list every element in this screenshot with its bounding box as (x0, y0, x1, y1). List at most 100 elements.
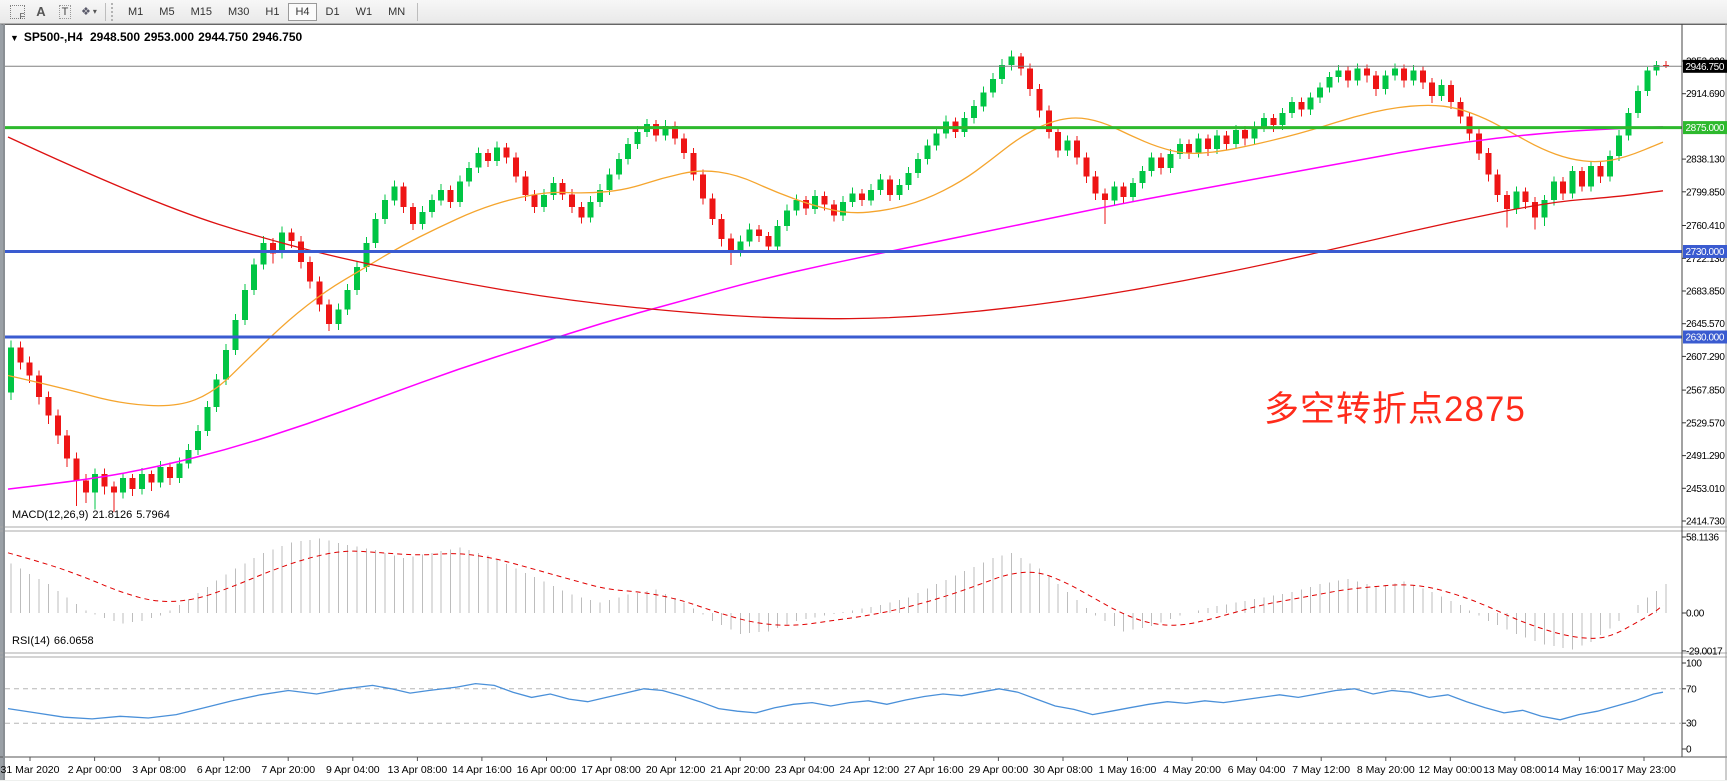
svg-text:2946.750: 2946.750 (1686, 62, 1725, 73)
price-tick-label: 2760.410 (1686, 221, 1725, 232)
timeframe-button-group: M1 M5 M15 M30 H1 H4 D1 W1 MN (120, 2, 413, 21)
price-tick-label: 2914.690 (1686, 89, 1725, 100)
timeframe-w1-button[interactable]: W1 (349, 3, 380, 21)
timeframe-m5-button[interactable]: M5 (152, 3, 181, 21)
chart-annotation-text: 多空转折点2875 (1264, 390, 1526, 429)
date-label: 9 Apr 04:00 (326, 764, 380, 776)
svg-text:2875.000: 2875.000 (1686, 123, 1725, 134)
time-axis: 31 Mar 2020 2 Apr 00:00 3 Apr 08:00 6 Apr 1… (1, 757, 1676, 776)
current-price-badge: 2946.750 (1683, 59, 1727, 73)
chart-window: 2952.9202914.6902838.1302799.8502760.410… (0, 24, 1727, 780)
date-label: 14 May 16:00 (1548, 764, 1612, 776)
macd-signal-line (7, 550, 1664, 639)
date-label: 8 May 20:00 (1357, 764, 1415, 776)
date-label: 29 Apr 00:00 (969, 764, 1029, 776)
level-2875-badge: 2875.000 (1683, 121, 1727, 135)
symbol-label: SP500-,H4 (23, 30, 83, 44)
date-label: 7 Apr 20:00 (261, 764, 315, 776)
date-label: 21 Apr 20:00 (710, 764, 770, 776)
price-tick-label: 2491.290 (1686, 451, 1725, 462)
macd-name: MACD(12,26,9) (12, 509, 89, 521)
date-label: 1 May 16:00 (1099, 764, 1157, 776)
date-label: 6 Apr 12:00 (197, 764, 251, 776)
price-tick-label: 2683.850 (1686, 287, 1725, 298)
date-label: 17 May 23:00 (1612, 764, 1676, 776)
svg-text:2630.000: 2630.000 (1686, 333, 1725, 344)
macd-signal-value: 5.7964 (136, 509, 170, 521)
macd-histogram (10, 538, 1667, 650)
indicator-axes: 58.1136 0.00 -29.0017 100 70 30 0 (1682, 533, 1724, 756)
ohlc-high: 2953.000 (144, 30, 195, 44)
text-tool-icon: T (58, 4, 72, 19)
date-label: 2 Apr 00:00 (68, 764, 122, 776)
price-chart-canvas[interactable]: 2952.9202914.6902838.1302799.8502760.410… (0, 24, 1727, 781)
timeframe-h4-button[interactable]: H4 (288, 3, 317, 21)
chart-header: ▼ SP500-,H4 2948.500 2953.000 2944.750 2946.… (10, 30, 306, 44)
price-tick-label: 2722.130 (1686, 254, 1725, 265)
toolbar-separator (105, 2, 106, 21)
price-tick-label: 2453.010 (1686, 484, 1725, 495)
date-label: 4 May 20:00 (1163, 764, 1221, 776)
timeframe-m1-button[interactable]: M1 (121, 3, 150, 21)
symbol-collapse-icon[interactable]: ▼ (10, 33, 19, 43)
panel-borders (0, 24, 1727, 780)
ohlc-open: 2948.500 (89, 30, 141, 44)
price-tick-label: 2645.570 (1686, 319, 1725, 330)
ma-magenta-line (7, 125, 1664, 490)
chart-grid-button[interactable]: F (5, 2, 29, 22)
svg-text:2730.000: 2730.000 (1686, 247, 1725, 258)
ohlc-low: 2944.750 (198, 30, 249, 44)
rsi-tick-label: 0 (1686, 745, 1692, 756)
rsi-tick-label: 100 (1686, 659, 1702, 670)
date-label: 12 May 00:00 (1418, 764, 1482, 776)
date-label: 27 Apr 16:00 (904, 764, 964, 776)
date-label: 6 May 04:00 (1228, 764, 1286, 776)
toolbar-grip-handle (111, 2, 116, 21)
text-label-button[interactable]: A (29, 2, 53, 22)
object-colors-button[interactable]: ❖ ▾ (77, 2, 101, 22)
price-tick-label: 2607.290 (1686, 352, 1725, 363)
text-annotation-button[interactable]: T (53, 2, 77, 22)
timeframe-m15-button[interactable]: M15 (184, 3, 219, 21)
rsi-name: RSI(14) (12, 635, 50, 647)
rsi-line (7, 682, 1664, 721)
colors-icon: ❖ (81, 6, 91, 18)
toolbar-separator (417, 2, 419, 21)
date-label: 13 Apr 08:00 (388, 764, 448, 776)
timeframe-m30-button[interactable]: M30 (221, 3, 256, 21)
date-label: 23 Apr 04:00 (775, 764, 835, 776)
rsi-indicator-label: RSI(14) 66.0658 (12, 635, 98, 647)
timeframe-mn-button[interactable]: MN (381, 3, 412, 21)
top-toolbar: F A T ❖ ▾ M1 M5 M15 M30 H1 H4 D1 W1 MN (0, 0, 1727, 24)
macd-tick-label: -29.0017 (1686, 646, 1723, 657)
price-tick-label: 2414.730 (1686, 517, 1725, 528)
price-tick-label: 2799.850 (1686, 187, 1725, 198)
timeframe-h1-button[interactable]: H1 (258, 3, 286, 21)
price-tick-label: 2567.850 (1686, 386, 1725, 397)
date-label: 24 Apr 12:00 (840, 764, 900, 776)
ma-orange-line (7, 104, 1664, 407)
ma-red-line (7, 136, 1664, 320)
rsi-tick-label: 30 (1686, 719, 1697, 730)
timeframe-d1-button[interactable]: D1 (319, 3, 347, 21)
price-tick-label: 2529.570 (1686, 418, 1725, 429)
date-label: 20 Apr 12:00 (646, 764, 706, 776)
chevron-down-icon: ▾ (92, 7, 97, 16)
macd-tick-label: 0.00 (1686, 609, 1705, 620)
macd-main-value: 21.8126 (92, 509, 133, 521)
date-label: 30 Apr 08:00 (1033, 764, 1093, 776)
date-label: 31 Mar 2020 (1, 764, 60, 776)
level-2630-badge: 2630.000 (1683, 330, 1727, 344)
macd-tick-label: 58.1136 (1686, 533, 1719, 544)
date-label: 3 Apr 08:00 (132, 764, 186, 776)
rsi-value: 66.0658 (53, 635, 94, 647)
ohlc-close: 2946.750 (252, 30, 303, 44)
price-tick-label: 2838.130 (1686, 155, 1725, 166)
date-label: 13 May 08:00 (1483, 764, 1547, 776)
macd-indicator-label: MACD(12,26,9) 21.8126 5.7964 (12, 509, 174, 521)
date-label: 17 Apr 08:00 (581, 764, 641, 776)
date-label: 7 May 12:00 (1292, 764, 1350, 776)
dotted-grid-icon: F (9, 4, 25, 21)
candles-layer (8, 50, 1669, 513)
date-label: 14 Apr 16:00 (452, 764, 512, 776)
